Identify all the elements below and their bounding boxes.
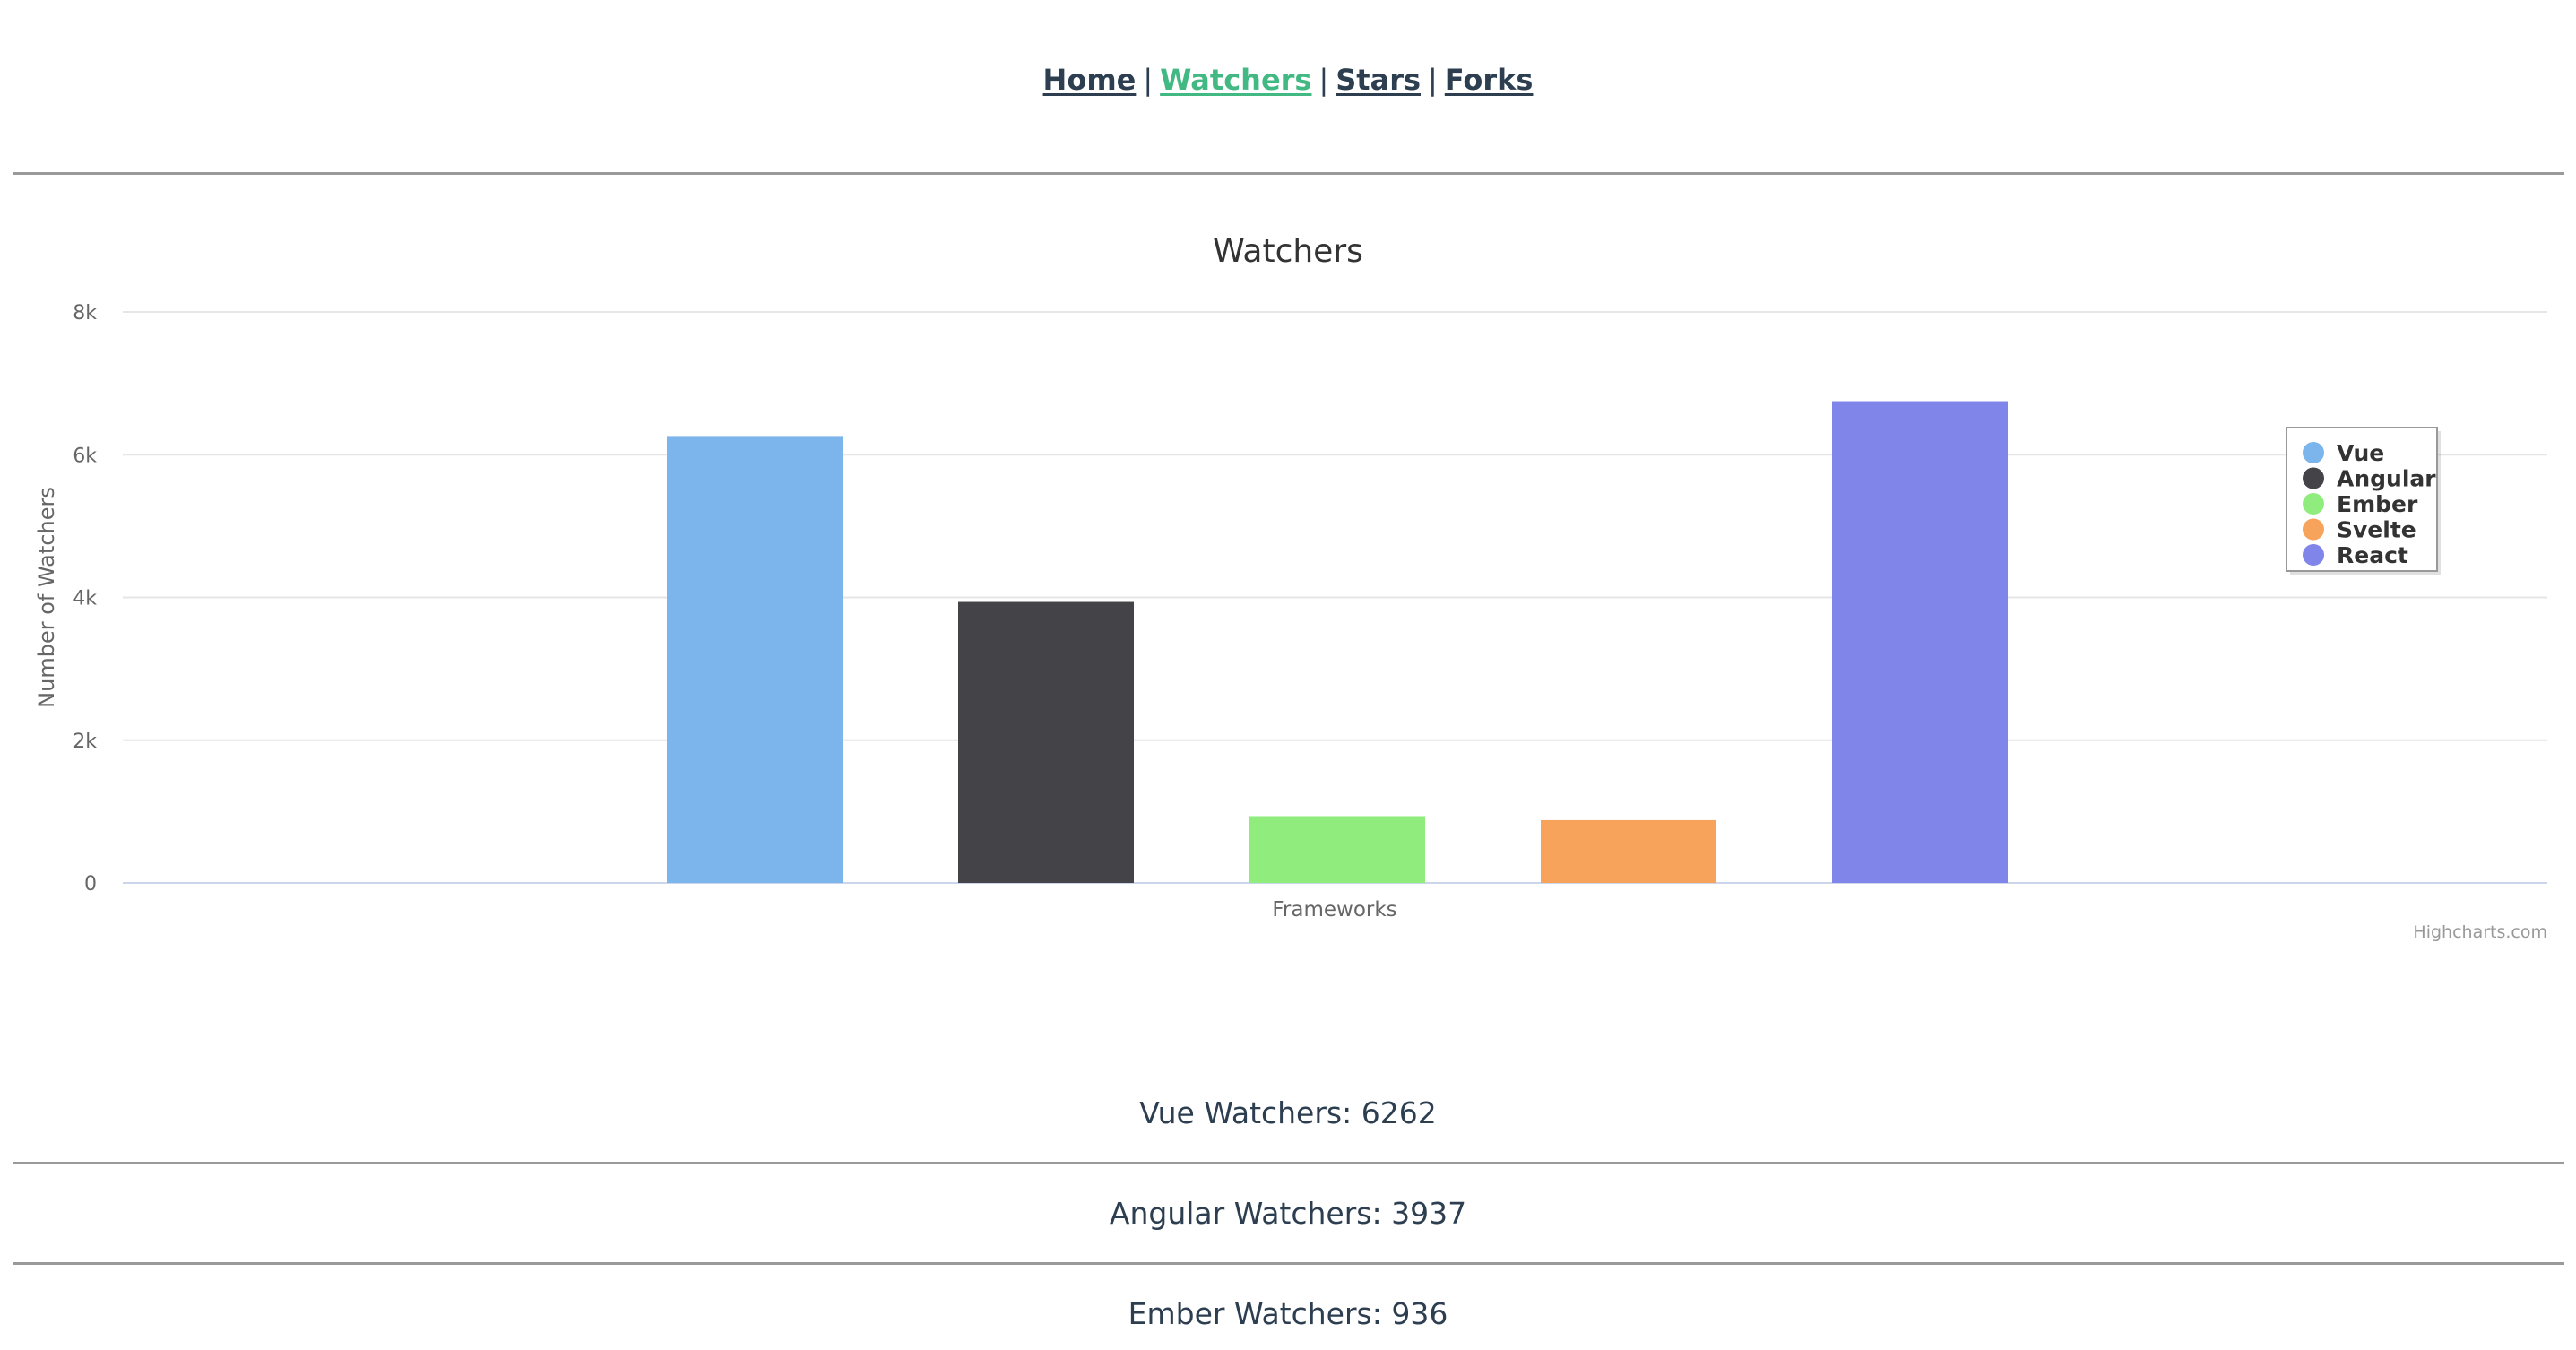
divider: [13, 1162, 2564, 1164]
legend-label-angular: Angular: [2337, 466, 2436, 492]
divider: [13, 172, 2564, 175]
chart-credits: Highcharts.com: [2413, 922, 2547, 942]
ember-watchers-stat: Ember Watchers: 936: [1128, 1296, 1448, 1331]
legend-marker-react[interactable]: [2303, 544, 2324, 566]
angular-watchers-stat: Angular Watchers: 3937: [1109, 1196, 1467, 1231]
watchers-chart: Watchers 0 2k 4k 6k 8k Number of Watchers Frame…: [34, 233, 2547, 942]
nav-forks-link[interactable]: Forks: [1444, 63, 1534, 97]
x-axis-label: Frameworks: [1272, 898, 1396, 922]
legend-label-vue: Vue: [2337, 440, 2384, 466]
legend-marker-angular[interactable]: [2303, 467, 2324, 489]
legend-marker-vue[interactable]: [2303, 442, 2324, 463]
y-tick-label: 0: [84, 873, 97, 896]
bar-svelte[interactable]: [1541, 819, 1716, 883]
nav-home-link[interactable]: Home: [1042, 63, 1137, 97]
legend-marker-ember[interactable]: [2303, 493, 2324, 515]
legend-label-ember: Ember: [2337, 491, 2418, 517]
top-nav: Home | Watchers | Stars | Forks: [0, 63, 2576, 97]
vue-watchers-stat: Vue Watchers: 6262: [1139, 1095, 1437, 1130]
nav-separator: |: [1318, 63, 1329, 97]
chart-title: Watchers: [1213, 233, 1363, 270]
nav-separator: |: [1143, 63, 1154, 97]
bar-react[interactable]: [1832, 401, 2008, 883]
divider: [13, 1262, 2564, 1265]
bar-ember[interactable]: [1249, 816, 1425, 883]
legend-label-svelte: Svelte: [2337, 517, 2416, 543]
y-tick-label: 8k: [73, 302, 97, 325]
y-axis-label: Number of Watchers: [34, 487, 59, 708]
nav-separator: |: [1428, 63, 1438, 97]
legend-label-react: React: [2337, 542, 2408, 568]
nav-stars-link[interactable]: Stars: [1336, 63, 1422, 97]
bar-vue[interactable]: [667, 436, 843, 883]
y-tick-label: 4k: [73, 588, 97, 610]
y-tick-label: 6k: [73, 445, 97, 467]
bar-angular[interactable]: [958, 601, 1134, 883]
legend-marker-svelte[interactable]: [2303, 518, 2324, 541]
y-tick-label: 2k: [73, 731, 97, 753]
nav-watchers-link[interactable]: Watchers: [1160, 63, 1312, 97]
